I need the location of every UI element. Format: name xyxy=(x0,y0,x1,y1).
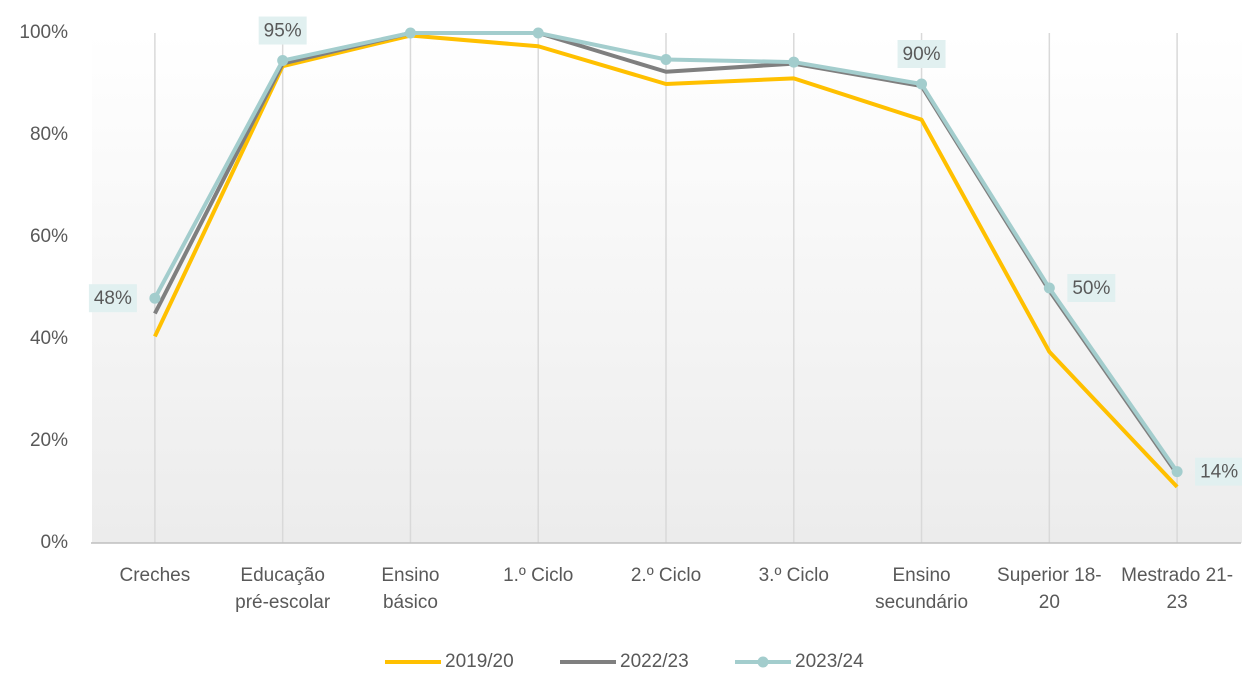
data-label: 90% xyxy=(903,44,941,65)
point-marker xyxy=(1171,466,1183,478)
point-marker xyxy=(149,292,161,304)
legend-label: 2023/24 xyxy=(795,651,864,672)
data-label: 14% xyxy=(1200,462,1238,483)
x-tick-label: 2.º Ciclo xyxy=(630,565,702,586)
legend-label: 2019/20 xyxy=(445,651,514,672)
data-label: 48% xyxy=(94,288,132,309)
y-tick-label: 80% xyxy=(30,124,68,145)
x-tick-label: Ensino básico xyxy=(381,565,440,613)
y-tick-label: 40% xyxy=(30,328,68,349)
data-label-box xyxy=(1195,457,1242,486)
x-tick-label: Creches xyxy=(119,565,191,586)
x-tick-label: Superior 18-20 xyxy=(997,565,1102,613)
y-tick-label: 60% xyxy=(30,226,68,247)
point-marker xyxy=(277,55,289,67)
point-marker xyxy=(788,56,800,68)
y-tick-label: 20% xyxy=(30,430,68,451)
x-tick-label: Ensino secundário xyxy=(875,565,969,613)
point-marker xyxy=(532,27,544,39)
y-tick-label: 100% xyxy=(19,22,68,43)
legend-label: 2022/23 xyxy=(620,651,689,672)
legend-marker xyxy=(757,656,769,668)
point-marker xyxy=(404,27,416,39)
data-label: 95% xyxy=(264,21,302,42)
data-label-box xyxy=(88,284,137,313)
data-label: 50% xyxy=(1072,278,1110,299)
data-label-box xyxy=(258,16,307,45)
y-tick-label: 0% xyxy=(41,532,69,553)
x-tick-label: Educação pré-escolar xyxy=(235,565,331,613)
data-label-box xyxy=(1067,274,1116,302)
point-marker xyxy=(660,54,672,66)
x-tick-label: 3.º Ciclo xyxy=(758,565,829,586)
data-label-box xyxy=(897,40,946,68)
series-line xyxy=(153,33,1179,489)
x-tick-label: 1.º Ciclo xyxy=(503,565,574,586)
x-tick-label: Mestrado 21-23 xyxy=(1121,565,1234,613)
point-marker xyxy=(1043,282,1055,294)
point-marker xyxy=(916,78,928,90)
